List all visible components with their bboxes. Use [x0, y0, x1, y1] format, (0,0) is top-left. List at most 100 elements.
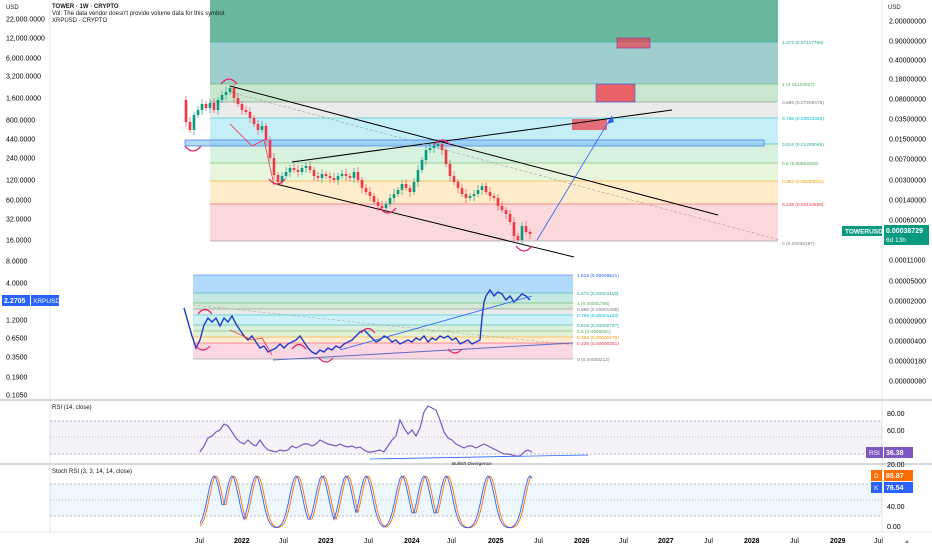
left-axis-label: 240.0000	[6, 156, 35, 163]
candle-body	[356, 172, 360, 180]
candle-body	[472, 194, 476, 196]
candle-body	[268, 140, 272, 158]
left-axis-label: 120.0000	[6, 178, 35, 185]
left-axis-label: 0.1050	[6, 393, 28, 400]
xrp-fib-zone	[193, 303, 573, 309]
stoch-axis-label: 40.00	[887, 504, 905, 511]
time-axis-label: 2026	[574, 538, 590, 545]
xrp-fib-label: 0.786 (0.00001123)	[577, 313, 619, 319]
candle-body	[200, 104, 204, 110]
candle-body	[384, 204, 388, 208]
right-axis-label: 2.00000000	[889, 19, 926, 26]
candle-body	[500, 206, 504, 210]
candle-body	[292, 168, 296, 170]
candle-body	[348, 176, 352, 178]
candle-body	[416, 170, 420, 182]
time-axis-label: Jul	[534, 538, 543, 545]
rsi-axis-label: 80.00	[887, 411, 905, 418]
candle-body	[304, 166, 308, 168]
candle-body	[224, 92, 228, 95]
xrp-fib-zone	[193, 331, 573, 337]
candle-body	[284, 172, 288, 176]
compare-symbol-title[interactable]: XRPUSD · CRYPTO	[52, 18, 108, 24]
xrp-fib-label: 0 (0.00000213)	[577, 357, 610, 363]
left-axis-label: 8.0000	[6, 259, 28, 266]
stoch-k-line	[199, 475, 533, 529]
candle-body	[196, 110, 200, 115]
xrp-fib-zone	[193, 325, 573, 331]
fib-zone-1272	[210, 42, 778, 84]
target-box-1	[572, 119, 607, 130]
rsi-title[interactable]: RSI (14, close)	[52, 405, 92, 411]
wave-path-arrow	[229, 123, 275, 186]
time-axis-label: Jul	[364, 538, 373, 545]
right-axis-label: 0.08000000	[889, 97, 926, 104]
candle-body	[244, 110, 248, 112]
xrp-swing-marker-arc	[195, 345, 211, 351]
candle-body	[516, 236, 520, 240]
fib-zone-0786	[210, 118, 778, 144]
right-axis-label: 0.00000180	[889, 359, 926, 366]
projection-arrow-head	[607, 116, 614, 124]
resistance-zone	[184, 139, 765, 147]
candle-body	[340, 174, 344, 176]
symbol-title[interactable]: TOWER · 1W · CRYPTO	[52, 4, 119, 10]
candle-body	[468, 196, 472, 198]
candle-body	[408, 188, 412, 192]
candle-body	[240, 104, 244, 110]
xrp-ascending-line	[339, 295, 533, 351]
candle-body	[520, 226, 524, 240]
xrp-swing-marker-arc	[447, 348, 463, 354]
stoch-d-badge-bg	[884, 470, 913, 481]
candle-body	[488, 192, 492, 196]
xrp-dashed-trend	[192, 304, 574, 346]
time-axis-label: 2027	[658, 538, 674, 545]
candle-body	[372, 196, 376, 202]
fib-zone-0618	[210, 144, 778, 163]
time-axis-label: 2029	[830, 538, 846, 545]
right-axis-label: 0.00005000	[889, 279, 926, 286]
tower-candles	[184, 84, 532, 245]
candle-body	[524, 226, 528, 232]
time-axis-label: 2023	[318, 538, 334, 545]
price-badge-value: 0.00038729	[886, 228, 923, 235]
xrp-fib-label: 0.618 (0.00000787)	[577, 323, 619, 329]
swing-marker-arc	[268, 178, 286, 185]
right-axis-label: 0.01500000	[889, 137, 926, 144]
candle-body	[392, 194, 396, 198]
fib-level-label: 1 (0.15122827)	[782, 82, 815, 88]
target-box-2	[595, 83, 636, 103]
xrp-fib-zone	[193, 315, 573, 325]
candle-body	[352, 172, 356, 178]
left-axis-label: 0.6500	[6, 336, 28, 343]
fib-zone-0886	[210, 102, 778, 118]
stoch-k-badge-label-bg	[871, 482, 882, 493]
stoch-rsi-title[interactable]: Stoch RSI (3, 3, 14, 14, close)	[52, 469, 133, 475]
candle-body	[264, 126, 268, 140]
candle-body	[476, 190, 480, 194]
fib-level-label: 0.786 (0.03813463)	[782, 116, 824, 122]
time-axis-label: Jul	[279, 538, 288, 545]
stoch-band	[50, 484, 882, 516]
time-axis-label: Jul	[704, 538, 713, 545]
stoch-k-badge-bg	[884, 482, 913, 493]
time-axis-label: 2025	[488, 538, 504, 545]
fib-zone-1	[210, 84, 778, 102]
candle-body	[504, 210, 508, 214]
xrp-wave-path-arrow	[229, 329, 273, 356]
fib-level-label: 0.5 (0.00604928)	[782, 161, 819, 167]
candle-body	[528, 232, 532, 234]
candle-body	[460, 188, 464, 194]
fib-level-label: 0 (0.00026197)	[782, 241, 815, 247]
right-axis-label: 0.40000000	[889, 58, 926, 65]
swing-marker-arc	[433, 139, 451, 146]
candle-body	[320, 174, 324, 178]
time-axis-label: Jul	[619, 538, 628, 545]
rsi-badge-label: RSI	[869, 450, 880, 457]
candle-body	[400, 184, 404, 190]
candle-body	[192, 115, 196, 130]
left-axis-label: 1,600.0000	[6, 96, 41, 103]
projection-arrow	[536, 115, 613, 241]
